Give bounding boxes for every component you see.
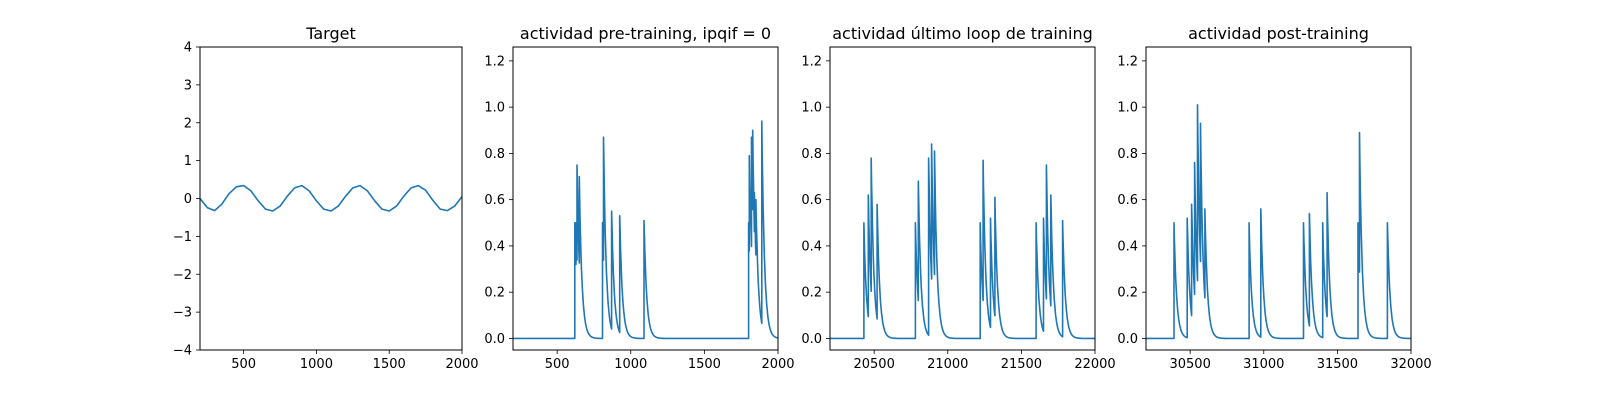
y-tick-label: 0 xyxy=(184,192,192,207)
y-tick-label: 1.0 xyxy=(484,101,505,116)
y-tick-label: 0.2 xyxy=(484,286,505,301)
x-tick-label: 1500 xyxy=(373,357,406,372)
series-line xyxy=(830,143,1095,340)
subplot-panels: Target 500 1000 1500 2000 −4 −3 −2 −1 0 1 2 3 4 activi… xyxy=(173,24,1432,372)
x-tick-label: 1000 xyxy=(614,357,647,372)
x-tick-label: 2000 xyxy=(761,357,794,372)
chart-title: actividad último loop de training xyxy=(832,24,1093,43)
chart-panel-3: actividad último loop de training 20500 21… xyxy=(801,24,1115,372)
x-tick-label: 22000 xyxy=(1074,357,1115,372)
x-tick-label: 500 xyxy=(545,357,570,372)
series-line xyxy=(1146,104,1411,340)
y-tick-label: 0.0 xyxy=(484,332,505,347)
series-line xyxy=(513,120,778,340)
y-tick-label: 1.2 xyxy=(484,54,505,69)
y-tick-label: 0.8 xyxy=(801,147,822,162)
x-tick-label: 2000 xyxy=(445,357,478,372)
x-tick-label: 1000 xyxy=(300,357,333,372)
x-tick-label: 20500 xyxy=(853,357,894,372)
x-tick-label: 32000 xyxy=(1390,357,1431,372)
y-tick-label: −2 xyxy=(173,268,192,283)
y-tick-label: 0.8 xyxy=(484,147,505,162)
y-tick-label: 4 xyxy=(184,41,192,56)
chart-title: actividad post-training xyxy=(1188,24,1369,43)
y-tick-label: 0.0 xyxy=(1117,332,1138,347)
y-tick-label: 0.4 xyxy=(1117,239,1138,254)
y-tick-label: 0.4 xyxy=(801,239,822,254)
y-tick-label: 1.0 xyxy=(1117,101,1138,116)
chart-panel-4: actividad post-training 30500 31000 31500 32… xyxy=(1117,24,1431,372)
x-tick-label: 30500 xyxy=(1169,357,1210,372)
x-tick-label: 31500 xyxy=(1317,357,1358,372)
y-tick-label: 0.8 xyxy=(1117,147,1138,162)
y-tick-label: 2 xyxy=(184,116,192,131)
y-tick-label: 3 xyxy=(184,78,192,93)
y-tick-label: 0.0 xyxy=(801,332,822,347)
y-tick-label: 0.2 xyxy=(801,286,822,301)
series-line xyxy=(200,184,462,212)
y-tick-label: −3 xyxy=(173,306,192,321)
chart-title: Target xyxy=(305,24,356,43)
chart-panel-2: actividad pre-training, ipqif = 0 500 1000… xyxy=(484,24,794,372)
y-tick-label: 1.2 xyxy=(1117,54,1138,69)
x-tick-label: 1500 xyxy=(688,357,721,372)
axes-frame xyxy=(512,46,779,351)
chart-title: actividad pre-training, ipqif = 0 xyxy=(520,24,771,43)
axes-frame xyxy=(1145,46,1412,351)
x-tick-label: 500 xyxy=(231,357,256,372)
y-tick-label: 0.6 xyxy=(801,193,822,208)
y-tick-label: 0.2 xyxy=(1117,286,1138,301)
axes-frame xyxy=(829,46,1096,351)
x-tick-label: 21500 xyxy=(1001,357,1042,372)
y-tick-label: 1.2 xyxy=(801,54,822,69)
y-tick-label: 1.0 xyxy=(801,101,822,116)
y-tick-label: 0.6 xyxy=(1117,193,1138,208)
x-tick-label: 21000 xyxy=(927,357,968,372)
x-tick-label: 31000 xyxy=(1243,357,1284,372)
chart-panel-1: Target 500 1000 1500 2000 −4 −3 −2 −1 0 1 2 3 4 xyxy=(173,24,479,372)
y-tick-label: 1 xyxy=(184,154,192,169)
y-tick-label: 0.4 xyxy=(484,239,505,254)
y-tick-label: −4 xyxy=(173,344,192,359)
y-tick-label: 0.6 xyxy=(484,193,505,208)
y-tick-label: −1 xyxy=(173,230,192,245)
